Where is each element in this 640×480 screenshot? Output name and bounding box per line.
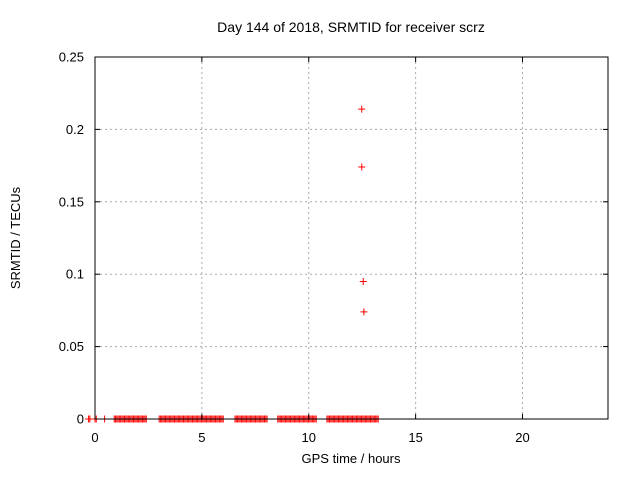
outlier-marker — [360, 308, 368, 316]
outlier-marker — [359, 277, 367, 285]
y-tick-label: 0.2 — [66, 122, 84, 137]
y-tick-label: 0.15 — [59, 194, 84, 209]
x-tick-label: 0 — [91, 430, 98, 445]
y-axis-label: SRMTID / TECUs — [8, 186, 23, 289]
grid-layer — [95, 57, 608, 419]
data-marker-layer — [85, 105, 382, 423]
x-tick-label: 10 — [302, 430, 316, 445]
x-tick-label: 15 — [408, 430, 422, 445]
y-tick-label: 0.05 — [59, 339, 84, 354]
tick-label-layer: 0 5 10 15 20 0 0.05 0.1 0.15 0.2 0.25 — [59, 50, 530, 446]
x-tick-label: 20 — [515, 430, 529, 445]
x-axis-label: GPS time / hours — [302, 451, 401, 466]
plot-border — [94, 56, 609, 420]
x-tick-label: 5 — [198, 430, 205, 445]
outlier-marker — [358, 105, 366, 113]
y-tick-label: 0.25 — [59, 50, 84, 65]
outlier-marker — [358, 163, 366, 171]
y-tick-label: 0 — [77, 412, 84, 427]
y-tick-label: 0.1 — [66, 267, 84, 282]
axis-layer — [94, 56, 609, 420]
chart-title: Day 144 of 2018, SRMTID for receiver scr… — [217, 19, 485, 35]
